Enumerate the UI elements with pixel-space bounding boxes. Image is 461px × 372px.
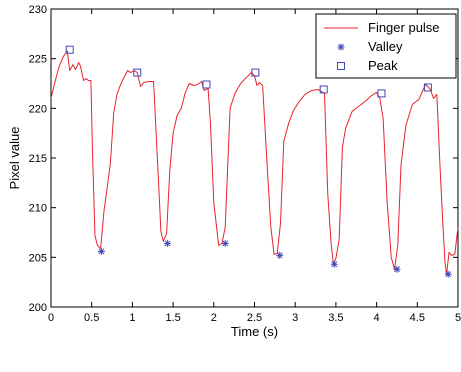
x-tick-label: 2.5 [247, 312, 262, 324]
legend-peak-swatch [337, 62, 345, 70]
legend-finger-pulse-label: Finger pulse [368, 20, 440, 35]
valley-point [444, 270, 452, 278]
y-tick-label: 210 [29, 203, 47, 215]
y-tick-label: 220 [29, 103, 47, 115]
x-axis-label: Time (s) [231, 324, 278, 339]
x-tick-label: 1.5 [165, 312, 180, 324]
valley-point [393, 265, 401, 273]
valley-point [276, 251, 284, 259]
plot-series [50, 45, 459, 278]
x-tick-label: 3 [292, 312, 298, 324]
legend-valley-label: Valley [368, 39, 403, 54]
legend: Finger pulse Valley Peak [315, 13, 457, 79]
x-tick-label: 0 [48, 312, 54, 324]
x-tick-label: 1 [129, 312, 135, 324]
y-tick-label: 225 [29, 54, 47, 66]
peak-point [319, 85, 328, 94]
x-tick-label: 0.5 [84, 312, 99, 324]
peak-point [65, 45, 74, 54]
valley-point [221, 239, 229, 247]
x-tick-label: 4 [374, 312, 380, 324]
x-tick-label: 2 [211, 312, 217, 324]
y-tick-label: 230 [29, 4, 47, 16]
valley-point [330, 260, 338, 268]
legend-valley-swatch [337, 43, 345, 51]
axis-ticks: 0 0.5 1 1.5 2 2.5 3 3.5 4 4.5 5 200 205 210 215 220 225 2… [29, 4, 461, 324]
legend-peak-label: Peak [368, 58, 398, 73]
y-tick-label: 205 [29, 252, 47, 264]
peak-point [133, 68, 142, 77]
y-tick-label: 215 [29, 153, 47, 165]
y-axis-label: Pixel value [7, 127, 22, 190]
peak-point [202, 80, 211, 89]
peak-point [377, 89, 386, 98]
x-tick-label: 5 [455, 312, 461, 324]
y-tick-label: 200 [29, 302, 47, 314]
finger-pulse-line [50, 50, 459, 275]
x-tick-label: 4.5 [410, 312, 425, 324]
valley-point [97, 247, 105, 255]
x-tick-label: 3.5 [328, 312, 343, 324]
peak-point [251, 68, 260, 77]
valley-point [163, 239, 171, 247]
peak-point [423, 83, 432, 92]
